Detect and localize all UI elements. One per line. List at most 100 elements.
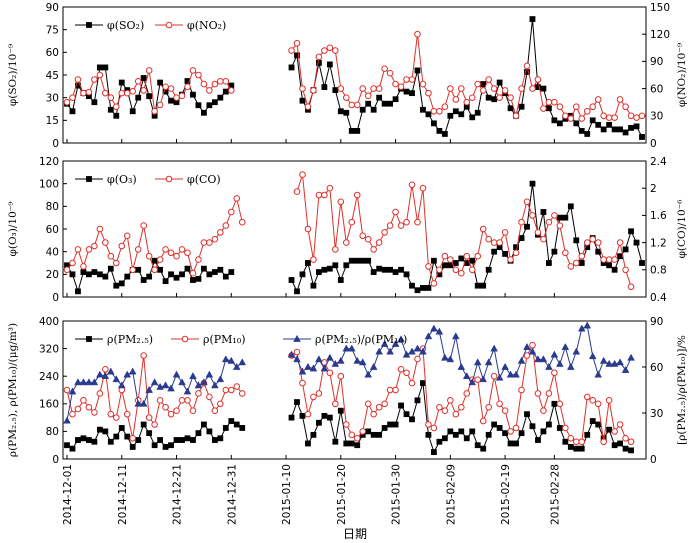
x-axis-title: 日期 <box>343 527 367 541</box>
data-point <box>578 445 585 452</box>
data-point <box>118 425 125 431</box>
data-point <box>409 416 415 423</box>
data-point <box>168 97 174 104</box>
data-point <box>518 218 525 226</box>
data-point <box>140 277 147 283</box>
data-point <box>326 353 334 361</box>
data-point <box>387 266 393 273</box>
data-point <box>452 260 459 266</box>
data-point <box>496 425 503 431</box>
data-point <box>463 435 470 442</box>
data-point <box>420 285 426 291</box>
data-point <box>91 409 98 416</box>
data-point <box>386 222 394 229</box>
data-point <box>545 390 553 397</box>
data-point <box>420 380 426 386</box>
data-point <box>227 386 235 394</box>
data-point <box>611 442 618 449</box>
data-point <box>605 256 613 263</box>
legend-label: ρ(PM₂.₅)/ρ(PM₁₀) <box>315 333 407 346</box>
data-point <box>392 269 399 275</box>
y-tick-label-right: 30 <box>650 111 663 123</box>
data-point <box>293 188 301 195</box>
data-point <box>441 131 448 137</box>
data-point <box>572 103 580 111</box>
data-point <box>534 355 542 363</box>
legend-label: φ(O₃) <box>107 173 137 186</box>
data-point <box>102 273 109 280</box>
data-point <box>408 347 416 355</box>
data-point <box>189 407 197 415</box>
data-point <box>606 426 613 433</box>
data-point <box>332 47 339 54</box>
data-point <box>425 431 432 438</box>
data-point <box>507 428 514 435</box>
data-point <box>392 80 399 88</box>
data-point <box>206 271 213 278</box>
data-point <box>606 121 613 128</box>
data-point <box>162 278 169 285</box>
data-point <box>441 353 449 361</box>
data-point <box>534 229 542 236</box>
data-point <box>205 370 214 378</box>
data-point <box>211 381 219 389</box>
data-point <box>474 282 481 289</box>
data-point <box>101 372 110 380</box>
data-point <box>326 61 333 68</box>
data-point <box>375 403 383 411</box>
data-point <box>474 376 482 383</box>
data-point <box>441 435 448 442</box>
data-point <box>518 85 525 92</box>
data-point <box>321 84 328 90</box>
data-point <box>627 353 635 361</box>
data-point <box>578 128 585 134</box>
data-point <box>496 79 503 86</box>
data-point <box>112 259 120 267</box>
data-point <box>145 252 153 260</box>
data-point <box>447 256 454 263</box>
data-point <box>573 445 580 452</box>
data-point <box>425 421 432 428</box>
data-point <box>381 425 388 431</box>
data-point <box>485 403 492 411</box>
data-point <box>74 405 82 413</box>
data-point <box>551 369 558 377</box>
data-point <box>113 282 120 289</box>
data-point <box>107 106 114 113</box>
data-point <box>238 218 246 226</box>
data-point <box>402 350 411 358</box>
data-point <box>200 378 208 386</box>
data-point <box>479 417 487 425</box>
series-0 <box>64 380 634 455</box>
data-point <box>452 410 460 418</box>
data-point <box>436 266 443 274</box>
data-point <box>463 390 471 397</box>
data-point <box>480 282 487 289</box>
data-point <box>145 385 153 393</box>
data-point <box>86 437 92 443</box>
data-point <box>354 128 361 134</box>
y-tick-label-left: 0 <box>52 454 59 466</box>
data-point <box>523 352 531 359</box>
data-point <box>364 370 373 378</box>
legend-marker <box>165 175 173 183</box>
data-point <box>195 390 202 397</box>
data-point <box>638 112 646 120</box>
data-point <box>168 442 174 449</box>
data-point <box>222 386 230 394</box>
data-point <box>397 83 405 91</box>
data-point <box>556 425 563 431</box>
data-point <box>112 414 120 421</box>
legend-label: φ(CO) <box>187 173 221 186</box>
data-point <box>332 246 339 253</box>
data-point <box>617 126 623 133</box>
data-point <box>414 67 421 74</box>
data-point <box>151 421 158 428</box>
data-point <box>123 89 131 97</box>
data-point <box>118 242 126 250</box>
data-point <box>217 435 224 442</box>
y-tick-label-left: 320 <box>39 343 59 355</box>
data-point <box>91 269 98 275</box>
data-point <box>600 112 607 120</box>
data-point <box>123 410 131 418</box>
